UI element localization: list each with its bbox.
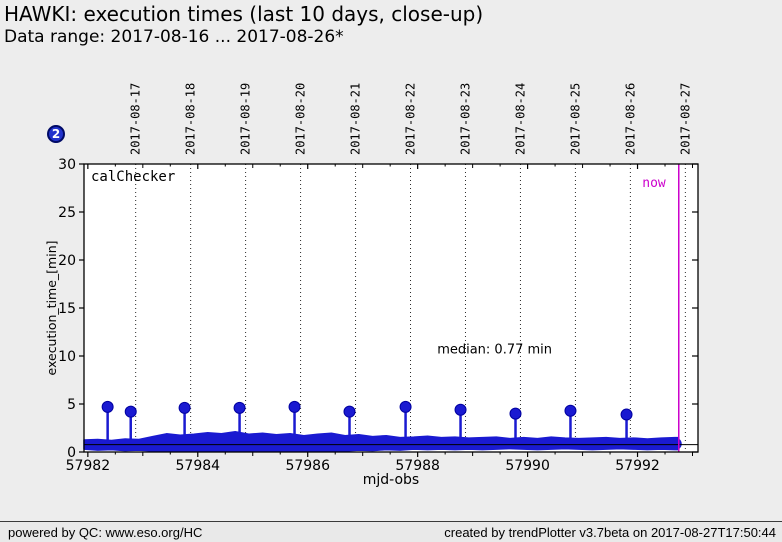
page-title: HAWKI: execution times (last 10 days, cl… bbox=[4, 2, 484, 26]
series-label-calchecker: calChecker bbox=[91, 169, 175, 185]
svg-text:20: 20 bbox=[58, 253, 76, 269]
svg-text:30: 30 bbox=[58, 157, 76, 173]
svg-text:10: 10 bbox=[58, 349, 76, 365]
svg-text:2017-08-24: 2017-08-24 bbox=[513, 83, 527, 155]
svg-text:57984: 57984 bbox=[176, 458, 221, 474]
svg-text:2017-08-20: 2017-08-20 bbox=[294, 83, 308, 155]
svg-text:2017-08-26: 2017-08-26 bbox=[623, 83, 637, 155]
svg-text:57986: 57986 bbox=[285, 458, 330, 474]
y-axis-ticks: 0 5 10 15 20 25 30 bbox=[58, 157, 698, 461]
x-axis-title: mjd-obs bbox=[363, 472, 419, 488]
svg-text:2017-08-25: 2017-08-25 bbox=[568, 83, 582, 155]
svg-text:57982: 57982 bbox=[66, 458, 111, 474]
svg-text:57990: 57990 bbox=[505, 458, 550, 474]
svg-text:2017-08-22: 2017-08-22 bbox=[404, 83, 418, 155]
svg-text:2017-08-18: 2017-08-18 bbox=[184, 83, 198, 155]
svg-text:25: 25 bbox=[58, 205, 76, 221]
svg-text:0: 0 bbox=[67, 445, 76, 461]
svg-text:2017-08-27: 2017-08-27 bbox=[678, 83, 692, 155]
svg-text:2017-08-19: 2017-08-19 bbox=[239, 83, 253, 155]
median-annotation: median: 0.77 min bbox=[437, 342, 552, 357]
svg-text:5: 5 bbox=[67, 397, 76, 413]
info-badge[interactable]: 2 bbox=[47, 125, 65, 143]
spike-markers bbox=[101, 400, 633, 441]
y-axis-title: execution_time_[min] bbox=[44, 241, 59, 376]
data-range-subtitle: Data range: 2017-08-16 ... 2017-08-26* bbox=[4, 27, 344, 47]
svg-text:2017-08-23: 2017-08-23 bbox=[458, 83, 472, 155]
svg-text:2017-08-17: 2017-08-17 bbox=[129, 83, 143, 155]
svg-text:15: 15 bbox=[58, 301, 76, 317]
svg-text:2017-08-21: 2017-08-21 bbox=[349, 83, 363, 155]
plot-area bbox=[84, 164, 698, 452]
footer-bar: powered by QC: www.eso.org/HC created by… bbox=[0, 521, 782, 542]
footer-created-by: created by trendPlotter v3.7beta on 2017… bbox=[444, 525, 776, 540]
x-axis-ticks: 57982 57984 57986 57988 57990 57992 bbox=[66, 164, 694, 474]
footer-powered-by: powered by QC: www.eso.org/HC bbox=[8, 525, 203, 540]
svg-text:57992: 57992 bbox=[615, 458, 660, 474]
top-date-labels: 2017-08-17 2017-08-18 2017-08-19 2017-08-20… bbox=[129, 83, 693, 155]
svg-text:57988: 57988 bbox=[395, 458, 440, 474]
now-label: now bbox=[642, 176, 666, 191]
